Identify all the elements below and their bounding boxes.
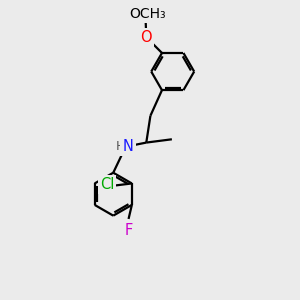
- Text: OCH₃: OCH₃: [129, 7, 166, 21]
- Text: N: N: [123, 139, 134, 154]
- Text: O: O: [140, 30, 152, 45]
- Text: F: F: [124, 223, 133, 238]
- Text: H: H: [116, 140, 125, 153]
- Text: Cl: Cl: [100, 177, 114, 192]
